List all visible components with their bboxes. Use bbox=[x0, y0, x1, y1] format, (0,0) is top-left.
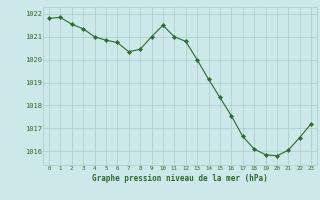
X-axis label: Graphe pression niveau de la mer (hPa): Graphe pression niveau de la mer (hPa) bbox=[92, 174, 268, 183]
